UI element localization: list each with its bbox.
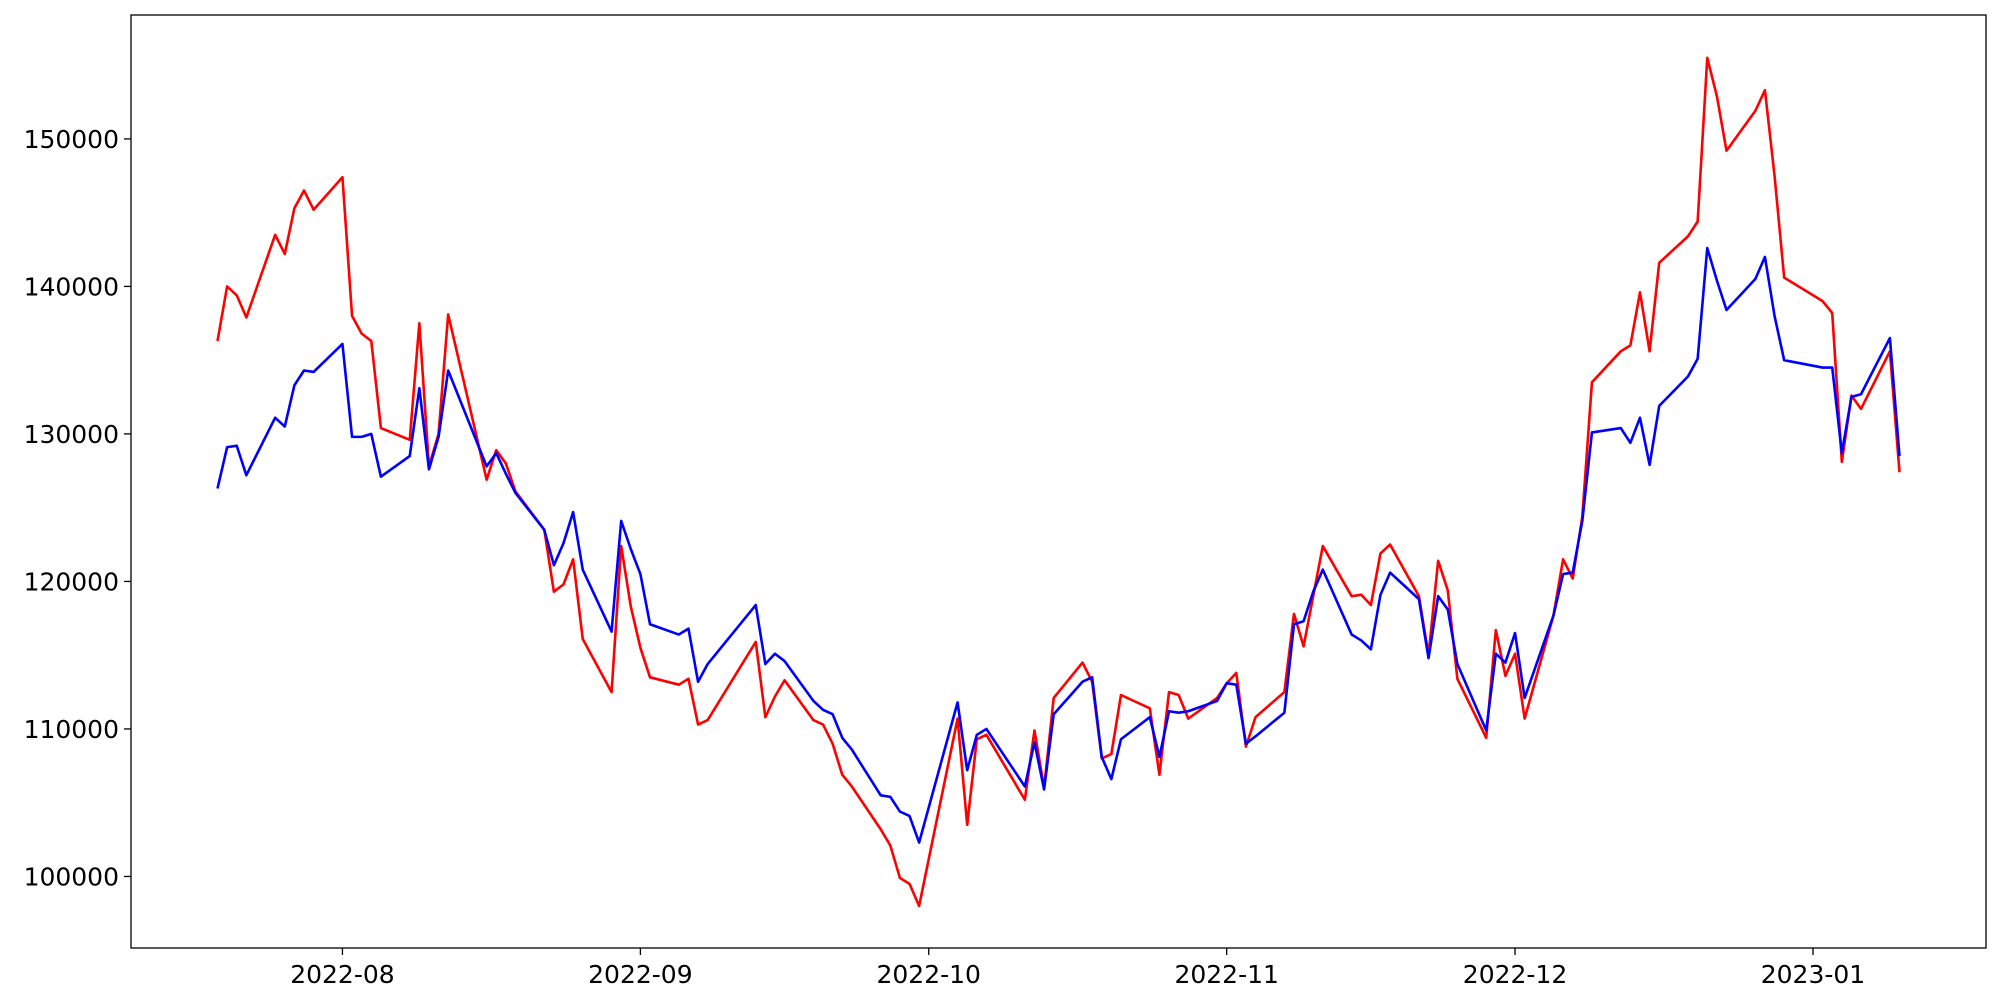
line-series: [216, 246, 1901, 844]
line-series: [216, 56, 1901, 908]
y-tick-label: 100000: [24, 862, 119, 891]
x-tick-label: 2022-10: [877, 960, 981, 989]
y-tick-label: 150000: [24, 125, 119, 154]
y-tick-label: 120000: [24, 567, 119, 596]
x-tick-label: 2022-09: [588, 960, 692, 989]
y-tick-label: 140000: [24, 272, 119, 301]
y-tick-label: 110000: [24, 715, 119, 744]
x-tick-label: 2022-08: [290, 960, 394, 989]
x-tick-label: 2022-12: [1463, 960, 1567, 989]
x-tick-label: 2022-11: [1174, 960, 1278, 989]
y-tick-label: 130000: [24, 420, 119, 449]
plot-frame: [130, 14, 1987, 949]
x-tick-label: 2023-01: [1761, 960, 1865, 989]
